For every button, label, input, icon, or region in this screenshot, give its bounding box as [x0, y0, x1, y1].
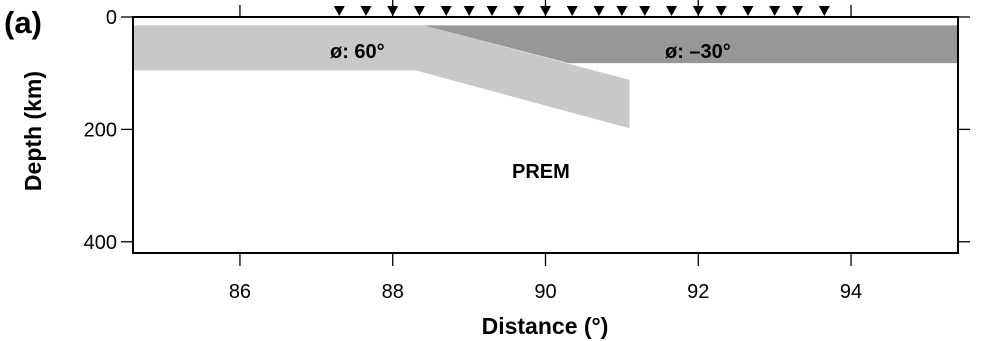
- phi-right-label: ø: –30°: [665, 41, 731, 63]
- station-triangle: [818, 6, 830, 16]
- x-tick-label: 86: [229, 281, 251, 303]
- x-tick-label: 92: [687, 281, 709, 303]
- x-tick-label: 88: [382, 281, 404, 303]
- model-layers: [133, 25, 958, 129]
- slab-left-region: [133, 25, 630, 129]
- station-markers: [333, 0, 830, 16]
- station-triangle: [616, 6, 628, 16]
- x-tick-label: 94: [840, 281, 862, 303]
- station-triangle: [486, 6, 498, 16]
- slab-right-region: [423, 25, 958, 64]
- station-triangle: [413, 6, 425, 16]
- station-triangle: [360, 6, 372, 16]
- y-axis-title: Depth (km): [20, 71, 46, 191]
- x-axis-title: Distance (°): [482, 313, 609, 339]
- y-tick-label: 0: [106, 7, 117, 29]
- station-triangle: [639, 6, 651, 16]
- y-tick-label: 200: [84, 119, 117, 141]
- station-triangle: [666, 6, 678, 16]
- station-triangle: [593, 6, 605, 16]
- station-triangle: [715, 6, 727, 16]
- phi-left-label: ø: 60°: [330, 41, 385, 63]
- panel-label: (a): [4, 5, 42, 40]
- station-triangle: [769, 6, 781, 16]
- station-triangle: [333, 6, 345, 16]
- station-triangle: [463, 6, 475, 16]
- station-triangle: [742, 6, 754, 16]
- station-triangle: [792, 6, 804, 16]
- model-label: PREM: [512, 161, 570, 183]
- station-triangle: [566, 6, 578, 16]
- plot-axes: 86 88 90 92 94 0 200 400: [84, 5, 970, 303]
- station-triangle: [440, 6, 452, 16]
- y-tick-label: 400: [84, 232, 117, 254]
- x-tick-label: 90: [534, 281, 556, 303]
- station-triangle: [513, 6, 525, 16]
